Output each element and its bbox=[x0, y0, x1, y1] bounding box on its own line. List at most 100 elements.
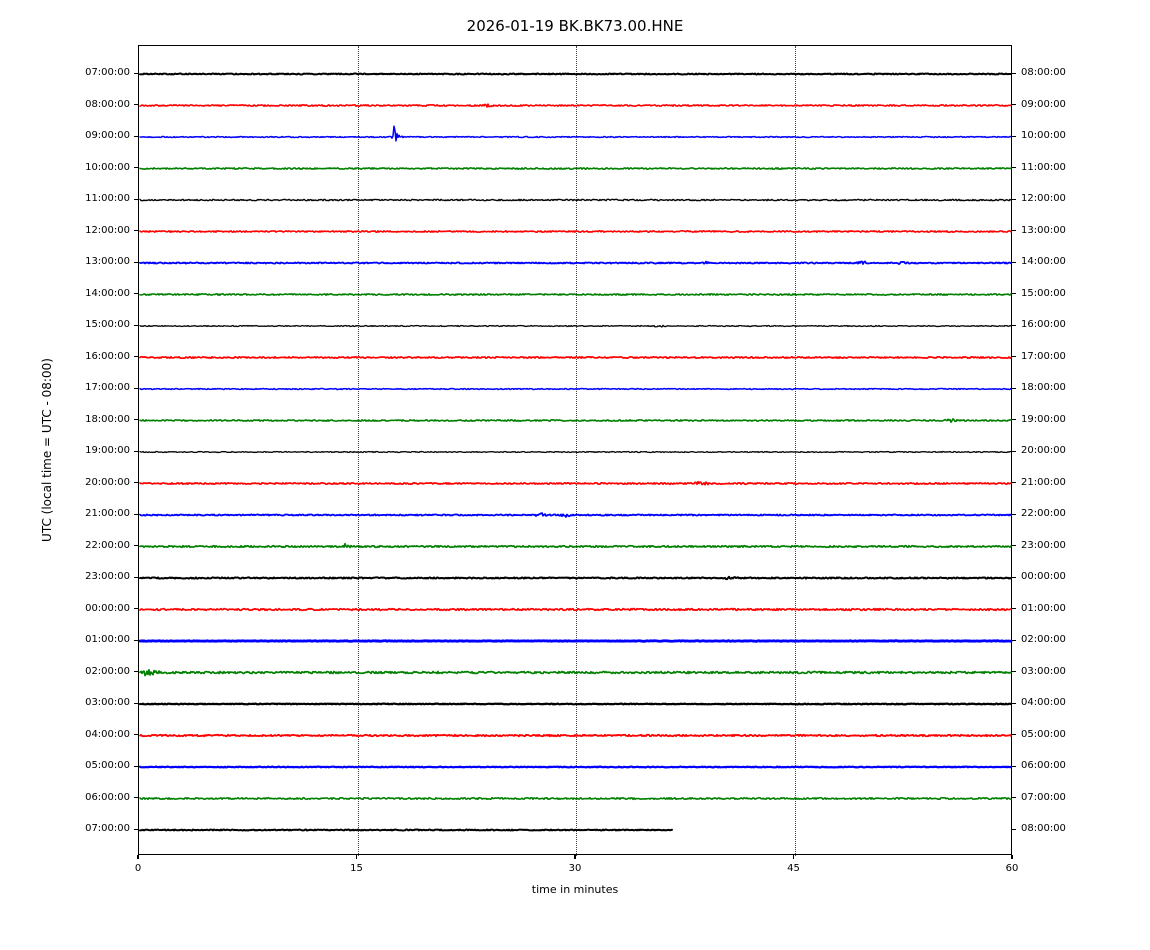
trace-row-24-060000 bbox=[139, 796, 1012, 801]
left-tick-mark bbox=[134, 702, 138, 704]
left-tick-label-10: 17:00:00 bbox=[85, 382, 130, 393]
right-tick-label-16: 00:00:00 bbox=[1021, 571, 1066, 582]
left-tick-mark bbox=[134, 198, 138, 200]
left-tick-label-3: 10:00:00 bbox=[85, 161, 130, 173]
right-tick-label-13: 21:00:00 bbox=[1021, 476, 1066, 488]
x-tick-mark-30 bbox=[574, 855, 576, 859]
x-tick-label-30: 30 bbox=[568, 863, 582, 874]
right-tick-mark bbox=[1012, 482, 1016, 484]
right-tick-mark bbox=[1012, 135, 1016, 137]
right-tick-mark bbox=[1012, 639, 1016, 641]
trace-row-11-170000 bbox=[139, 387, 1012, 391]
gridline-15min bbox=[357, 46, 359, 856]
trace-row-12-180000 bbox=[139, 417, 1012, 424]
trace-row-23-050000 bbox=[139, 765, 1013, 769]
trace-row-3-090000 bbox=[139, 125, 1012, 142]
right-tick-mark bbox=[1012, 513, 1016, 515]
right-tick-label-8: 16:00:00 bbox=[1021, 319, 1066, 330]
left-tick-label-5: 12:00:00 bbox=[85, 224, 130, 236]
left-tick-mark bbox=[134, 72, 138, 74]
right-tick-mark bbox=[1012, 230, 1016, 232]
left-tick-label-23: 06:00:00 bbox=[85, 791, 130, 803]
left-tick-mark bbox=[134, 261, 138, 263]
left-tick-label-14: 21:00:00 bbox=[85, 508, 130, 519]
right-tick-label-7: 15:00:00 bbox=[1021, 287, 1066, 299]
plot-area bbox=[138, 45, 1013, 856]
right-tick-label-19: 03:00:00 bbox=[1021, 665, 1066, 677]
left-tick-mark bbox=[134, 576, 138, 578]
trace-row-5-110000 bbox=[139, 198, 1012, 202]
left-tick-mark bbox=[134, 482, 138, 484]
left-tick-mark bbox=[134, 734, 138, 736]
trace-row-9-150000 bbox=[139, 324, 1012, 328]
left-tick-mark bbox=[134, 356, 138, 358]
x-tick-mark-60 bbox=[1011, 855, 1013, 859]
trace-row-25-070000 bbox=[139, 828, 673, 832]
x-tick-label-15: 15 bbox=[350, 863, 363, 874]
left-tick-label-21: 04:00:00 bbox=[85, 728, 130, 740]
gridline-30min bbox=[576, 46, 577, 856]
trace-row-8-140000 bbox=[139, 293, 1012, 296]
right-tick-label-10: 18:00:00 bbox=[1021, 382, 1066, 393]
right-tick-label-22: 06:00:00 bbox=[1021, 760, 1066, 771]
trace-row-20-020000 bbox=[139, 668, 1012, 677]
right-tick-mark bbox=[1012, 104, 1016, 106]
trace-row-10-160000 bbox=[139, 355, 1012, 360]
right-tick-label-2: 10:00:00 bbox=[1021, 130, 1066, 141]
gridline-45min bbox=[794, 46, 796, 856]
right-tick-label-1: 09:00:00 bbox=[1021, 98, 1066, 110]
left-tick-mark bbox=[134, 513, 138, 515]
right-tick-mark bbox=[1012, 419, 1016, 421]
left-tick-label-24: 07:00:00 bbox=[85, 823, 130, 834]
right-tick-mark bbox=[1012, 167, 1016, 169]
x-tick-label-0: 0 bbox=[134, 863, 142, 874]
x-tick-mark-45 bbox=[792, 855, 795, 859]
right-tick-label-12: 20:00:00 bbox=[1021, 445, 1066, 456]
x-tick-label-60: 60 bbox=[1005, 863, 1019, 874]
right-tick-mark bbox=[1012, 545, 1016, 547]
right-tick-mark bbox=[1012, 198, 1016, 200]
trace-row-2-080000 bbox=[139, 103, 1012, 108]
left-tick-mark bbox=[134, 671, 138, 673]
right-tick-mark bbox=[1012, 828, 1016, 830]
left-tick-label-11: 18:00:00 bbox=[85, 413, 130, 425]
left-tick-mark bbox=[134, 545, 138, 547]
left-tick-label-22: 05:00:00 bbox=[85, 760, 130, 771]
left-tick-mark bbox=[134, 230, 138, 232]
left-tick-label-1: 08:00:00 bbox=[85, 98, 130, 110]
right-tick-mark bbox=[1012, 324, 1016, 326]
trace-row-13-190000 bbox=[139, 450, 1012, 454]
left-tick-label-19: 02:00:00 bbox=[85, 665, 130, 677]
right-tick-mark bbox=[1012, 72, 1016, 74]
left-tick-label-4: 11:00:00 bbox=[85, 193, 130, 204]
right-tick-label-14: 22:00:00 bbox=[1021, 508, 1066, 519]
right-tick-mark bbox=[1012, 576, 1016, 578]
left-tick-mark bbox=[134, 104, 138, 106]
right-tick-label-4: 12:00:00 bbox=[1021, 193, 1066, 204]
left-tick-mark bbox=[134, 765, 138, 767]
trace-row-14-200000 bbox=[139, 480, 1012, 486]
chart-title: 2026-01-19 BK.BK73.00.HNE bbox=[466, 17, 684, 35]
left-tick-mark bbox=[134, 828, 138, 830]
right-tick-mark bbox=[1012, 450, 1016, 452]
right-tick-label-17: 01:00:00 bbox=[1021, 602, 1066, 614]
left-tick-label-9: 16:00:00 bbox=[85, 350, 130, 362]
trace-row-1-070000 bbox=[139, 72, 1012, 76]
left-tick-label-18: 01:00:00 bbox=[85, 634, 130, 645]
right-tick-mark bbox=[1012, 356, 1016, 358]
right-tick-label-15: 23:00:00 bbox=[1021, 539, 1066, 551]
right-tick-mark bbox=[1012, 261, 1016, 263]
right-tick-label-21: 05:00:00 bbox=[1021, 728, 1066, 740]
left-tick-label-16: 23:00:00 bbox=[85, 571, 130, 582]
left-tick-label-6: 13:00:00 bbox=[85, 256, 130, 267]
left-tick-label-7: 14:00:00 bbox=[85, 287, 130, 299]
right-tick-label-23: 07:00:00 bbox=[1021, 791, 1066, 803]
trace-row-4-100000 bbox=[139, 167, 1012, 170]
left-tick-mark bbox=[134, 324, 138, 326]
left-tick-label-2: 09:00:00 bbox=[85, 130, 130, 141]
right-tick-label-0: 08:00:00 bbox=[1021, 67, 1066, 78]
left-tick-mark bbox=[134, 450, 138, 452]
left-tick-mark bbox=[134, 608, 138, 610]
left-tick-mark bbox=[134, 293, 138, 295]
